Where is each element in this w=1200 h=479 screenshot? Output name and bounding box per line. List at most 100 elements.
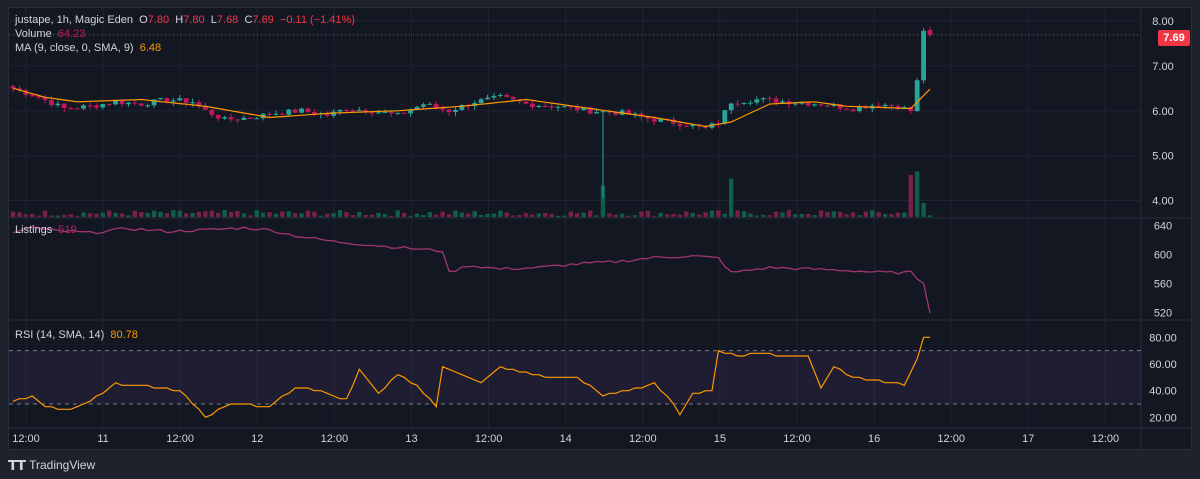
x-tick-label: 12:00 bbox=[321, 433, 349, 445]
candle-body bbox=[414, 106, 420, 110]
candle-body bbox=[446, 109, 452, 113]
volume-bar bbox=[761, 214, 766, 217]
candle-body bbox=[799, 102, 805, 104]
volume-bar bbox=[190, 213, 195, 217]
listings-label: Listings bbox=[15, 224, 53, 236]
open-value: 7.80 bbox=[147, 14, 170, 26]
close-value: 7.69 bbox=[252, 14, 274, 26]
high-value: 7.80 bbox=[183, 14, 205, 26]
rsi-value: 80.78 bbox=[110, 329, 138, 341]
candle-body bbox=[228, 117, 234, 120]
volume-bar bbox=[709, 210, 715, 217]
volume-bar bbox=[382, 214, 388, 217]
volume-bar bbox=[196, 211, 202, 217]
volume-bar bbox=[421, 214, 426, 217]
open-label: O bbox=[139, 14, 148, 26]
volume-bar bbox=[844, 214, 849, 217]
last-price-badge: 7.69 bbox=[1158, 30, 1190, 46]
volume-bar bbox=[42, 210, 48, 217]
volume-bar bbox=[741, 211, 747, 217]
footer: 𝗧𝗧 TradingView bbox=[8, 455, 95, 475]
low-label: L bbox=[210, 14, 217, 26]
rsi-tick-label: 80.00 bbox=[1149, 332, 1177, 344]
volume-bar bbox=[248, 215, 253, 217]
candle-body bbox=[600, 111, 606, 113]
candle-body bbox=[267, 113, 272, 115]
candle-body bbox=[273, 113, 279, 115]
candle-body bbox=[376, 112, 381, 114]
chart-canvas[interactable]: 12:00 11 12:00 12 12:00 13 12:00 14 12:00 15 12:00… bbox=[9, 8, 1192, 450]
candle-body bbox=[748, 102, 753, 104]
candle-body bbox=[921, 30, 926, 81]
candle-body bbox=[568, 106, 574, 108]
candle-body bbox=[497, 94, 503, 96]
candle-body bbox=[510, 97, 516, 100]
volume-bar bbox=[151, 210, 157, 217]
candle-body bbox=[760, 98, 766, 100]
candle-body bbox=[132, 102, 138, 104]
candle-body bbox=[824, 105, 830, 107]
volume-bar bbox=[523, 213, 529, 217]
candle-body bbox=[222, 117, 228, 119]
rsi-tick-label: 40.00 bbox=[1149, 386, 1177, 398]
volume-bar bbox=[882, 213, 888, 217]
tradingview-logo-icon: 𝗧𝗧 bbox=[8, 456, 26, 473]
volume-bar bbox=[786, 210, 792, 217]
ma-legend: MA (9, close, 0, SMA, 9) 6.48 bbox=[15, 42, 161, 54]
candle-body bbox=[780, 101, 785, 103]
volume-bar bbox=[562, 215, 567, 217]
volume-bar bbox=[183, 213, 189, 217]
x-tick-label: 11 bbox=[97, 433, 108, 445]
candle-body bbox=[722, 110, 728, 124]
candle-body bbox=[299, 108, 304, 113]
candle-body bbox=[831, 104, 837, 107]
volume-bar bbox=[23, 214, 29, 217]
volume-bar bbox=[632, 215, 638, 217]
candle-body bbox=[388, 112, 394, 114]
volume-bar bbox=[799, 213, 804, 217]
x-tick-label: 12:00 bbox=[1092, 433, 1120, 445]
candle-body bbox=[164, 98, 170, 102]
volume-bar bbox=[331, 213, 336, 217]
volume-bar bbox=[312, 211, 317, 217]
volume-bar bbox=[543, 212, 548, 217]
volume-bar bbox=[318, 215, 324, 217]
candle-body bbox=[677, 123, 683, 126]
symbol-legend: justape, 1h, Magic Eden O7.80 H7.80 L7.6… bbox=[15, 14, 355, 26]
volume-bar bbox=[401, 212, 407, 217]
volume-bar bbox=[639, 211, 644, 217]
candle-body bbox=[459, 104, 465, 110]
volume-bar bbox=[581, 212, 586, 217]
volume-label: Volume bbox=[15, 28, 52, 40]
x-tick-label: 16 bbox=[868, 433, 880, 445]
volume-bar bbox=[735, 210, 740, 217]
volume-bar bbox=[485, 213, 490, 217]
volume-bar bbox=[241, 213, 247, 217]
volume-bar bbox=[395, 210, 400, 217]
candle-body bbox=[49, 100, 54, 106]
volume-bar bbox=[254, 210, 259, 217]
volume-bar bbox=[209, 210, 214, 217]
volume-bar bbox=[652, 215, 657, 217]
volume-bar bbox=[55, 215, 61, 217]
ma-value: 6.48 bbox=[139, 42, 162, 54]
chart-frame[interactable]: 12:00 11 12:00 12 12:00 13 12:00 14 12:00 15 12:00… bbox=[8, 7, 1192, 450]
volume-bar bbox=[132, 210, 138, 217]
volume-legend: Volume 64.23 bbox=[15, 28, 85, 40]
x-tick-label: 12:00 bbox=[166, 433, 194, 445]
volume-bar bbox=[434, 214, 439, 217]
volume-bar bbox=[139, 212, 144, 217]
volume-bar bbox=[575, 213, 580, 217]
volume-bar bbox=[260, 212, 266, 217]
volume-value: 64.23 bbox=[57, 28, 86, 40]
candle-body bbox=[530, 103, 535, 108]
candle-body bbox=[106, 104, 112, 106]
volume-bar bbox=[504, 212, 509, 217]
candle-body bbox=[812, 104, 817, 106]
candle-body bbox=[93, 105, 99, 108]
candle-body bbox=[658, 119, 664, 122]
x-tick-label: 12 bbox=[251, 433, 263, 445]
volume-bar bbox=[658, 212, 663, 217]
candle-body bbox=[440, 107, 446, 110]
volume-bar bbox=[408, 215, 413, 217]
